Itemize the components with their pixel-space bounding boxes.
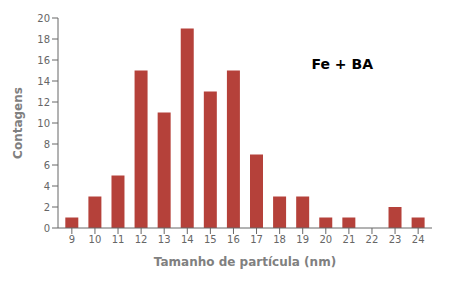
svg-text:4: 4 (44, 181, 50, 192)
svg-text:16: 16 (227, 234, 240, 245)
svg-text:13: 13 (158, 234, 171, 245)
svg-text:15: 15 (204, 234, 217, 245)
svg-text:14: 14 (37, 76, 50, 87)
svg-text:16: 16 (37, 55, 50, 66)
svg-text:10: 10 (37, 118, 50, 129)
svg-text:21: 21 (343, 234, 356, 245)
svg-text:6: 6 (44, 160, 50, 171)
svg-text:18: 18 (273, 234, 286, 245)
svg-text:2: 2 (44, 202, 50, 213)
html-text:Fe + BA: Fe + BA (311, 56, 373, 73)
svg-text:11: 11 (112, 234, 125, 245)
svg-text:20: 20 (37, 13, 50, 24)
svg-text:22: 22 (366, 234, 379, 245)
svg-text:14: 14 (181, 234, 194, 245)
svg-text:17: 17 (250, 234, 263, 245)
svg-text:19: 19 (296, 234, 309, 245)
svg-text:20: 20 (319, 234, 332, 245)
svg-text:0: 0 (44, 223, 50, 234)
svg-text:23: 23 (389, 234, 402, 245)
svg-text:9: 9 (69, 234, 75, 245)
svg-text:8: 8 (44, 139, 50, 150)
svg-text:Contagens: Contagens (11, 87, 25, 159)
svg-text:18: 18 (37, 34, 50, 45)
svg-text:12: 12 (37, 97, 50, 108)
svg-text:Tamanho de partícula (nm): Tamanho de partícula (nm) (154, 255, 336, 269)
svg-text:10: 10 (89, 234, 102, 245)
svg-text:24: 24 (412, 234, 425, 245)
svg-text:12: 12 (135, 234, 148, 245)
